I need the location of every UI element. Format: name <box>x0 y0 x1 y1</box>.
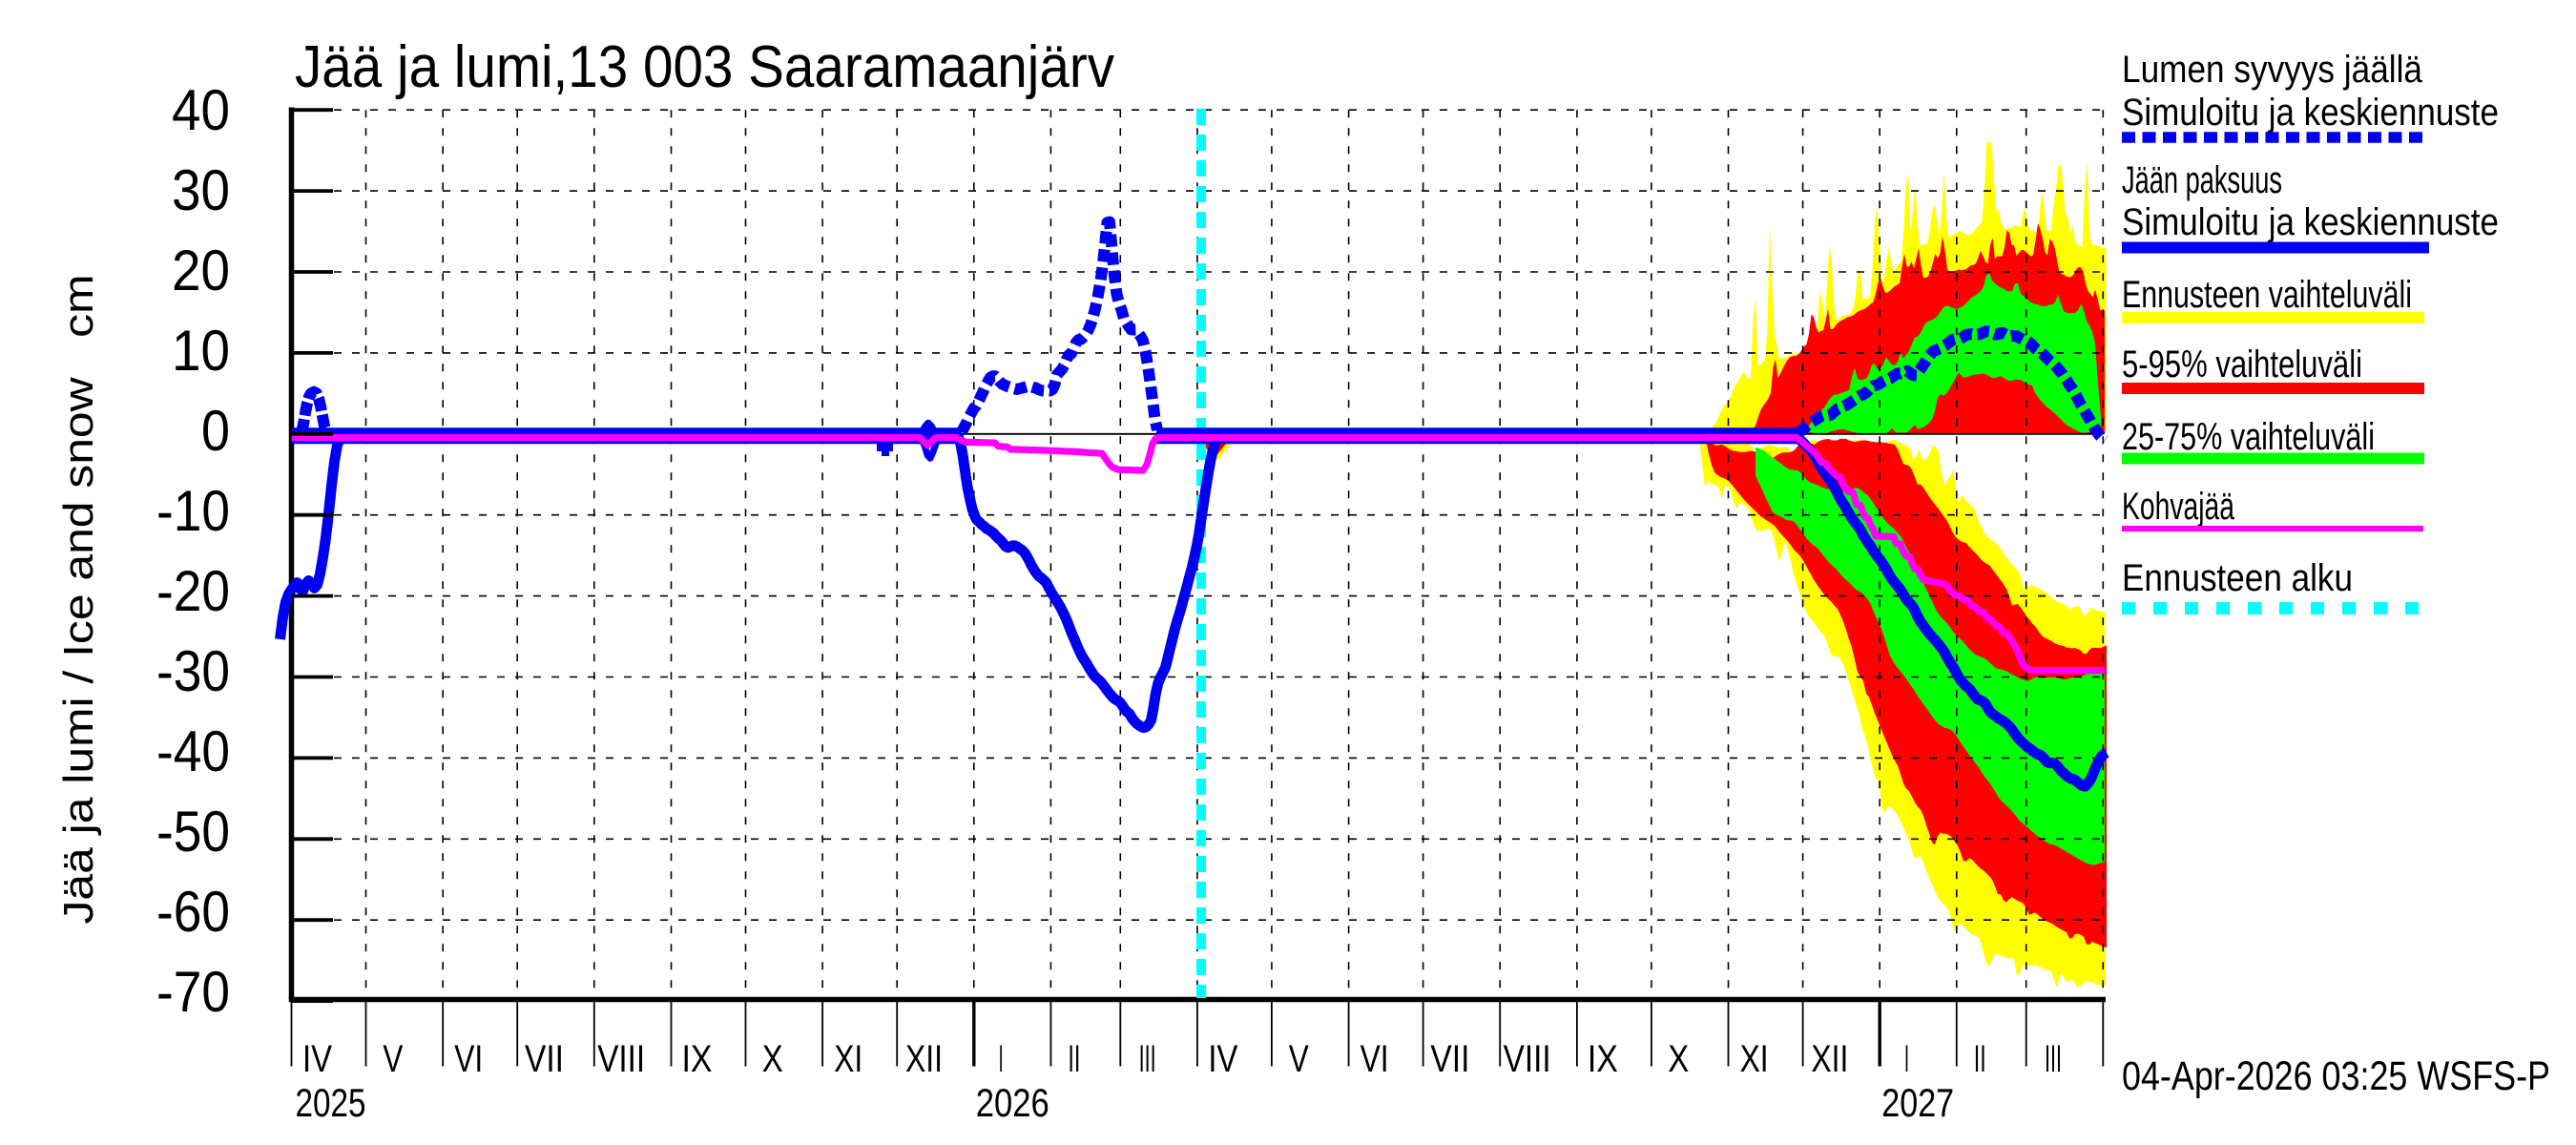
svg-text:IV: IV <box>1208 1038 1237 1080</box>
svg-text:VI: VI <box>1361 1038 1389 1080</box>
svg-text:Jää ja lumi,13 003 Saaramaanjä: Jää ja lumi,13 003 Saaramaanjärv <box>295 34 1114 100</box>
svg-text:X: X <box>762 1038 783 1080</box>
svg-text:-60: -60 <box>156 880 230 944</box>
svg-text:I: I <box>999 1038 1004 1080</box>
svg-text:V: V <box>1289 1038 1309 1080</box>
svg-text:V: V <box>383 1038 403 1080</box>
svg-text:2026: 2026 <box>976 1080 1049 1125</box>
svg-text:Simuloitu ja keskiennuste: Simuloitu ja keskiennuste <box>2122 92 2499 134</box>
svg-text:2027: 2027 <box>1881 1080 1954 1125</box>
svg-text:I: I <box>1904 1038 1909 1080</box>
svg-text:IX: IX <box>682 1038 713 1080</box>
svg-text:-50: -50 <box>156 800 230 864</box>
svg-text:VIII: VIII <box>1504 1038 1551 1080</box>
svg-text:III: III <box>1139 1038 1156 1080</box>
svg-text:-10: -10 <box>156 479 230 543</box>
svg-text:III: III <box>2045 1038 2062 1080</box>
svg-text:Jään paksuus: Jään paksuus <box>2122 159 2282 201</box>
svg-text:XII: XII <box>1811 1038 1848 1080</box>
svg-text:II: II <box>1974 1038 1986 1080</box>
svg-text:20: 20 <box>172 239 230 302</box>
svg-text:04-Apr-2026 03:25 WSFS-P: 04-Apr-2026 03:25 WSFS-P <box>2122 1053 2550 1099</box>
svg-text:Lumen syvyys jäällä: Lumen syvyys jäällä <box>2122 49 2423 91</box>
svg-text:10: 10 <box>172 319 230 383</box>
svg-text:X: X <box>1668 1038 1689 1080</box>
svg-text:-40: -40 <box>156 719 230 783</box>
svg-text:-70: -70 <box>156 960 230 1024</box>
svg-text:Simuloitu ja keskiennuste: Simuloitu ja keskiennuste <box>2122 201 2499 243</box>
svg-text:25-75% vaihteluväli: 25-75% vaihteluväli <box>2122 416 2375 458</box>
svg-text:II: II <box>1068 1038 1080 1080</box>
svg-text:XII: XII <box>905 1038 943 1080</box>
svg-text:VII: VII <box>1430 1038 1469 1080</box>
svg-text:VII: VII <box>525 1038 564 1080</box>
svg-text:IV: IV <box>302 1038 332 1080</box>
svg-text:Ennusteen vaihteluväli: Ennusteen vaihteluväli <box>2122 274 2412 316</box>
svg-text:VI: VI <box>454 1038 483 1080</box>
svg-text:XI: XI <box>1740 1038 1769 1080</box>
svg-text:Kohvajää: Kohvajää <box>2122 486 2235 528</box>
svg-text:Jää ja lumi / Ice and snow c: Jää ja lumi / Ice and snow cm <box>55 275 102 925</box>
svg-text:VIII: VIII <box>597 1038 645 1080</box>
svg-text:-30: -30 <box>156 639 230 703</box>
svg-text:Ennusteen alku: Ennusteen alku <box>2122 557 2353 599</box>
svg-text:0: 0 <box>201 399 230 463</box>
svg-text:30: 30 <box>172 158 230 222</box>
svg-text:40: 40 <box>172 78 230 142</box>
svg-text:XI: XI <box>834 1038 862 1080</box>
svg-text:5-95% vaihteluväli: 5-95% vaihteluväli <box>2122 344 2362 385</box>
svg-text:-20: -20 <box>156 559 230 623</box>
svg-text:IX: IX <box>1588 1038 1618 1080</box>
svg-text:2025: 2025 <box>296 1080 366 1125</box>
